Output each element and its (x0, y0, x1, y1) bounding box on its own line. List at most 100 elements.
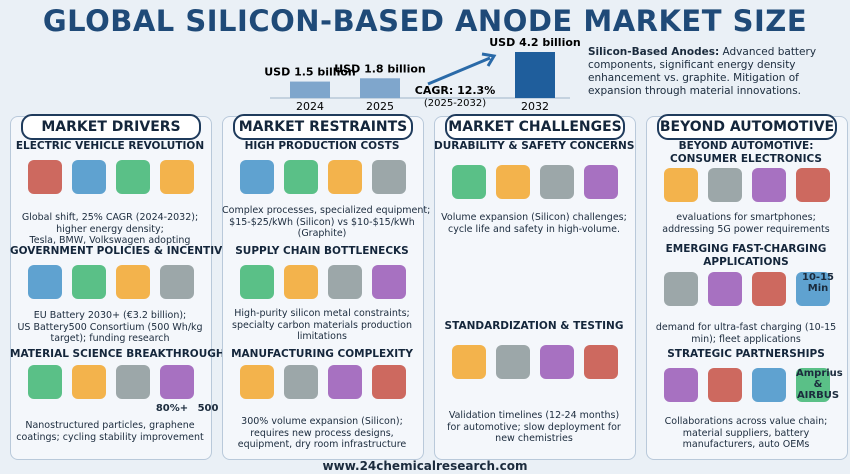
section-text: Complex processes, specialized equipment… (222, 205, 431, 216)
icon (116, 160, 150, 194)
intro-heading: Silicon-Based Anodes: (588, 46, 720, 58)
title: GLOBAL SILICON-BASED ANODE MARKET SIZE (42, 4, 808, 38)
icon-label: Amprius (796, 368, 843, 379)
bar (360, 78, 400, 98)
value-label: USD 1.8 billion (334, 62, 425, 75)
footer: www.24chemicalresearch.com (322, 459, 528, 473)
section-heading: STRATEGIC PARTNERSHIPS (667, 348, 825, 360)
icon (240, 160, 274, 194)
column-title: MARKET CHALLENGES (445, 114, 625, 140)
icon (372, 365, 406, 399)
icon (116, 265, 150, 299)
section-text: equipment, dry room infrastructure (237, 439, 407, 450)
intro-text: Advanced battery (722, 46, 817, 58)
icon (452, 345, 486, 379)
section-text: higher energy density; (56, 223, 164, 235)
icon (452, 165, 486, 199)
icon (28, 160, 62, 194)
icon (496, 165, 530, 199)
section-heading: GOVERNMENT POLICIES & INCENTIVES (10, 245, 237, 257)
section-text: EU Battery 2030+ (€3.2 billion); (33, 310, 187, 321)
icon (584, 165, 618, 199)
section-heading: DURABILITY & SAFETY CONCERNS (434, 140, 635, 152)
value-label: USD 1.5 billion (264, 66, 355, 79)
section-text: min); fleet applications (691, 333, 801, 345)
section-text: requires new process designs, (250, 427, 394, 439)
column-title: MARKET DRIVERS (21, 114, 201, 140)
section-heading: BEYOND AUTOMOTIVE: (678, 140, 814, 152)
section-text: (Graphite) (297, 228, 347, 239)
icon (28, 265, 62, 299)
intro: Silicon-Based Anodes: Advanced battery c… (588, 46, 843, 98)
arrow (427, 52, 497, 86)
section-text: US Battery500 Consortium (500 Wh/kg (17, 321, 203, 333)
bar (515, 52, 555, 98)
section-heading: MANUFACTURING COMPLEXITY (231, 348, 413, 360)
section-text: Global shift, 25% CAGR (2024-2032); (21, 212, 199, 223)
section-heading: APPLICATIONS (703, 256, 789, 268)
icon (708, 368, 742, 402)
icon (372, 265, 406, 299)
icon-label: 500 (197, 403, 219, 414)
intro-text: components, significant energy density (588, 59, 796, 71)
value-label: USD 4.2 billion (489, 36, 580, 49)
section-text: cycle life and safety in high-volume. (447, 223, 621, 235)
category-label: 2032 (521, 100, 549, 113)
icon (328, 160, 362, 194)
section-heading: HIGH PRODUCTION COSTS (244, 140, 400, 152)
icon-label: AIRBUS (796, 390, 840, 401)
icon (796, 272, 830, 306)
section-text: for automotive; slow deployment for (447, 421, 621, 433)
icon (584, 345, 618, 379)
icon (72, 265, 106, 299)
icon (160, 265, 194, 299)
section-text: 300% volume expansion (Silicon); (241, 416, 403, 427)
section-heading: STANDARDIZATION & TESTING (444, 320, 624, 332)
icon (708, 272, 742, 306)
icon (240, 365, 274, 399)
icon (752, 168, 786, 202)
section-text: specialty carbon materials production (232, 319, 412, 331)
icon-label: 80%+ (155, 403, 189, 414)
icon-label: & (813, 379, 823, 390)
icon (116, 365, 150, 399)
intro-text: enhancement vs. graphite. Mitigation of (588, 72, 799, 84)
icon (284, 160, 318, 194)
icon (796, 368, 830, 402)
icon (72, 365, 106, 399)
section-heading: CONSUMER ELECTRONICS (670, 153, 822, 165)
section-text: Validation timelines (12-24 months) (448, 410, 620, 421)
bar (290, 81, 330, 98)
icon (664, 272, 698, 306)
section-text: High-purity silicon metal constraints; (234, 308, 410, 319)
icon (372, 160, 406, 194)
section-heading: ELECTRIC VEHICLE REVOLUTION (15, 140, 205, 152)
section-text: Volume expansion (Silicon) challenges; (441, 212, 627, 223)
icon-label: 10-15 (802, 272, 834, 283)
section-heading: SUPPLY CHAIN BOTTLENECKS (235, 245, 409, 257)
section-text: manufacturers, auto OEMs (682, 439, 810, 450)
icon (328, 265, 362, 299)
section-text: limitations (297, 331, 347, 342)
section-text: addressing 5G power requirements (662, 223, 830, 235)
icon (284, 265, 318, 299)
section-text: new chemistries (495, 433, 573, 444)
icon (328, 365, 362, 399)
icon (752, 272, 786, 306)
column-title: MARKET RESTRAINTS (233, 114, 413, 140)
icon (540, 165, 574, 199)
section-text: Nanostructured particles, graphene (25, 420, 195, 431)
icon (284, 365, 318, 399)
icon (752, 368, 786, 402)
section-heading: EMERGING FAST-CHARGING (665, 243, 827, 255)
icon (664, 368, 698, 402)
icon (540, 345, 574, 379)
column-title: BEYOND AUTOMOTIVE (657, 114, 837, 140)
section-text: evaluations for smartphones; (676, 212, 816, 223)
icon (28, 365, 62, 399)
icon (160, 365, 194, 399)
section-text: coatings; cycling stability improvement (16, 431, 204, 443)
icon (160, 160, 194, 194)
category-label: 2024 (296, 100, 324, 113)
icon (72, 160, 106, 194)
